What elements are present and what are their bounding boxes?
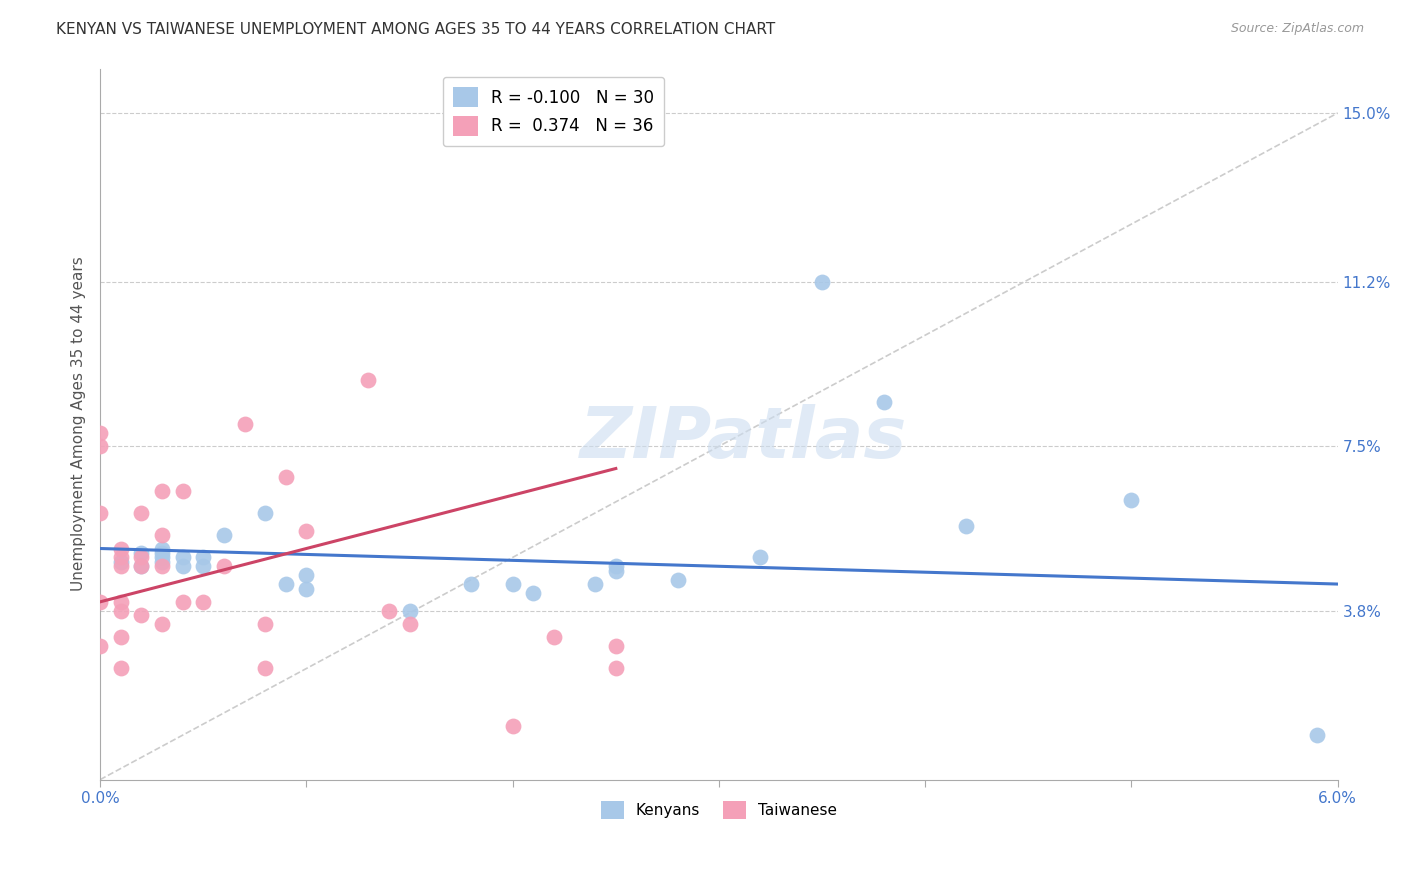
- Point: [233, 417, 256, 431]
- Point: [193, 559, 215, 574]
- Point: [89, 506, 111, 520]
- Point: [811, 275, 834, 289]
- Point: [150, 555, 173, 569]
- Point: [193, 595, 215, 609]
- Point: [150, 541, 173, 556]
- Point: [110, 604, 132, 618]
- Point: [460, 577, 482, 591]
- Point: [131, 546, 153, 560]
- Point: [212, 559, 235, 574]
- Point: [274, 577, 297, 591]
- Point: [398, 617, 420, 632]
- Legend: Kenyans, Taiwanese: Kenyans, Taiwanese: [595, 795, 844, 825]
- Point: [172, 483, 194, 498]
- Point: [150, 546, 173, 560]
- Point: [89, 595, 111, 609]
- Point: [110, 661, 132, 675]
- Point: [193, 550, 215, 565]
- Point: [150, 559, 173, 574]
- Point: [502, 719, 524, 733]
- Point: [605, 564, 627, 578]
- Point: [378, 604, 401, 618]
- Point: [172, 550, 194, 565]
- Y-axis label: Unemployment Among Ages 35 to 44 years: Unemployment Among Ages 35 to 44 years: [72, 257, 86, 591]
- Point: [295, 582, 318, 596]
- Point: [110, 631, 132, 645]
- Text: KENYAN VS TAIWANESE UNEMPLOYMENT AMONG AGES 35 TO 44 YEARS CORRELATION CHART: KENYAN VS TAIWANESE UNEMPLOYMENT AMONG A…: [56, 22, 776, 37]
- Point: [110, 550, 132, 565]
- Point: [110, 559, 132, 574]
- Point: [131, 550, 153, 565]
- Point: [254, 506, 277, 520]
- Point: [131, 559, 153, 574]
- Point: [254, 617, 277, 632]
- Point: [89, 425, 111, 440]
- Point: [543, 631, 565, 645]
- Point: [1306, 728, 1329, 742]
- Point: [666, 573, 689, 587]
- Point: [150, 528, 173, 542]
- Point: [150, 617, 173, 632]
- Point: [295, 524, 318, 538]
- Point: [150, 483, 173, 498]
- Point: [749, 550, 772, 565]
- Point: [131, 608, 153, 623]
- Point: [398, 604, 420, 618]
- Point: [605, 640, 627, 654]
- Point: [295, 568, 318, 582]
- Point: [357, 373, 380, 387]
- Point: [110, 555, 132, 569]
- Point: [150, 550, 173, 565]
- Text: Source: ZipAtlas.com: Source: ZipAtlas.com: [1230, 22, 1364, 36]
- Point: [1121, 492, 1143, 507]
- Point: [110, 541, 132, 556]
- Point: [522, 586, 544, 600]
- Point: [172, 595, 194, 609]
- Point: [254, 661, 277, 675]
- Point: [89, 640, 111, 654]
- Point: [212, 528, 235, 542]
- Point: [502, 577, 524, 591]
- Point: [955, 519, 977, 533]
- Point: [110, 595, 132, 609]
- Point: [605, 661, 627, 675]
- Point: [172, 559, 194, 574]
- Point: [274, 470, 297, 484]
- Point: [583, 577, 606, 591]
- Point: [605, 559, 627, 574]
- Point: [89, 439, 111, 453]
- Point: [131, 559, 153, 574]
- Text: ZIPatlas: ZIPatlas: [581, 404, 907, 473]
- Point: [873, 394, 896, 409]
- Point: [131, 506, 153, 520]
